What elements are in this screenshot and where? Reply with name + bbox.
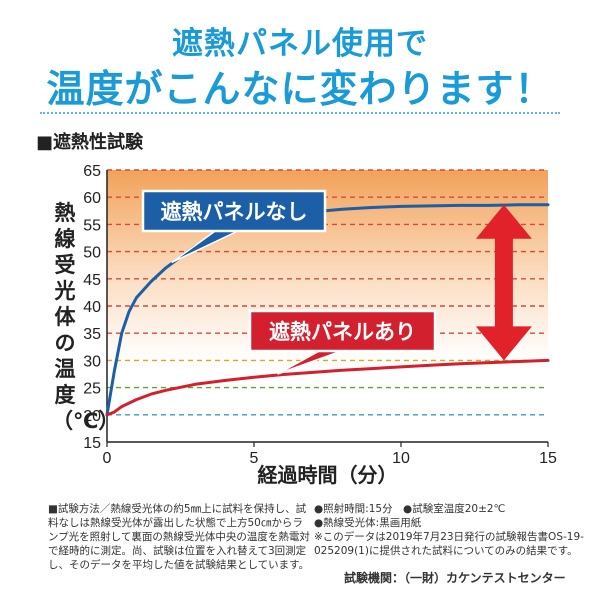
series-line-with-panel [105, 358, 550, 417]
testing-organization: 試験機関：（一財）カケンテストセンター [344, 571, 566, 585]
double-arrow [475, 204, 532, 361]
series-label-box [141, 189, 327, 233]
y-tick-label: 60 [83, 190, 101, 207]
x-tick-label: 5 [250, 450, 259, 467]
y-tick-label: 45 [83, 272, 101, 289]
y-tick-label: 55 [83, 217, 101, 234]
series-label-box [248, 309, 437, 353]
y-tick-label: 15 [83, 435, 101, 452]
note-line: ●熱線受光体:黒画用紙 [314, 517, 422, 529]
y-axis-label: 熱線受光体の温度（℃） [52, 201, 120, 433]
x-tick-label: 0 [103, 450, 112, 467]
x-tick-label: 10 [392, 450, 410, 467]
test-conditions-notes: ●照射時間:15分 ●試験室温度20±2℃ ●熱線受光体:黒画用紙 ※このデータ… [314, 502, 586, 558]
section-title: ■遮熱性試験 [36, 132, 144, 153]
y-tick-label: 25 [83, 381, 101, 398]
note-line: ※このデータは2019年7月23日発行の試験報告書OS-19-025209(1)… [314, 531, 584, 557]
test-method-note: ■試験方法／熱線受光体の約5㎜上に試料を保持し、試料なしは熱線受光体が露出した状… [48, 503, 310, 571]
y-tick-label: 50 [83, 245, 101, 262]
headline-line2: 温度がこんなに変わります！ [46, 67, 554, 111]
y-tick-label: 65 [83, 163, 101, 180]
series-label-text: 遮熱パネルなし [161, 200, 308, 224]
x-tick-label: 15 [539, 450, 557, 467]
x-axis-label: 経過時間（分） [258, 463, 398, 487]
chart-ticks: 15 20 25 30 35 40 45 50 55 60 65 0 5 10 15 経過時間（分） [83, 163, 557, 487]
y-tick-label: 40 [83, 299, 101, 316]
y-tick-label: 30 [83, 353, 101, 370]
y-tick-label: 20 [83, 408, 101, 425]
dotted-divider [40, 112, 560, 114]
chart-axes [106, 170, 548, 443]
headline-line1: 遮熱パネル使用で [172, 26, 428, 62]
series-label-text: 遮熱パネルあり [269, 320, 416, 344]
y-tick-label: 35 [83, 326, 101, 343]
note-line: ●照射時間:15分 ●試験室温度20±2℃ [314, 503, 506, 515]
